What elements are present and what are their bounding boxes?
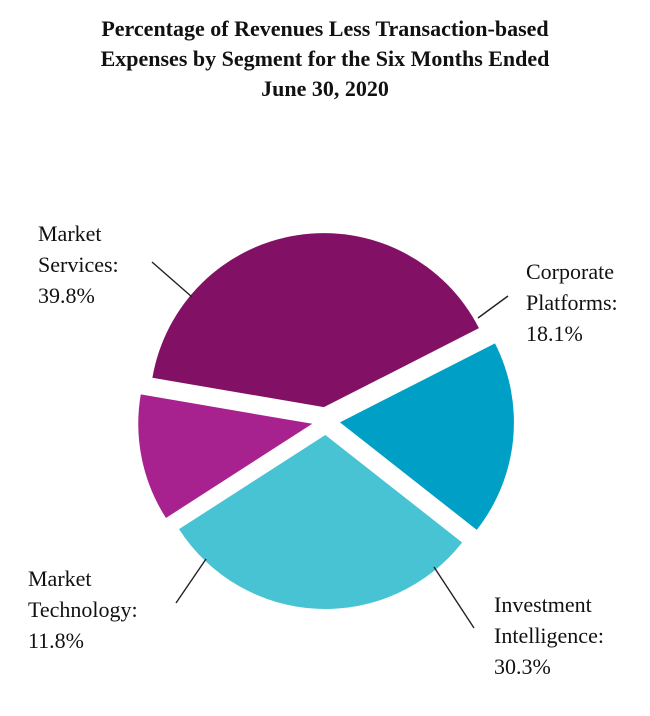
pie-slice-market-services bbox=[152, 233, 479, 408]
slice-label-line: Corporate bbox=[526, 259, 614, 284]
leader-line-investment-intelligence bbox=[433, 566, 475, 629]
slice-label-line: 39.8% bbox=[38, 283, 95, 308]
slice-label-market-services: Market Services: 39.8% bbox=[38, 221, 119, 308]
chart-title-line-3: June 30, 2020 bbox=[261, 76, 389, 101]
leader-lines bbox=[151, 261, 509, 629]
slice-label-line: Platforms: bbox=[526, 290, 618, 315]
leader-line-market-services bbox=[151, 261, 193, 298]
slice-label-market-technology: Market Technology: 11.8% bbox=[28, 566, 138, 653]
leader-line-market-technology bbox=[175, 558, 207, 604]
pie-slice-corporate-platforms bbox=[339, 343, 514, 530]
pie-slices bbox=[138, 233, 514, 609]
slice-label-line: 11.8% bbox=[28, 628, 84, 653]
slice-label-line: 30.3% bbox=[494, 654, 551, 679]
slice-labels: Corporate Platforms: 18.1% Investment Intell… bbox=[28, 221, 618, 679]
chart-title-line-1: Percentage of Revenues Less Transaction-… bbox=[101, 16, 549, 41]
chart-title: Percentage of Revenues Less Transaction-… bbox=[20, 14, 630, 104]
slice-label-line: Services: bbox=[38, 252, 119, 277]
pie-slice-market-technology bbox=[138, 394, 313, 518]
leader-line-corporate-platforms bbox=[477, 295, 509, 319]
pie-slice-investment-intelligence bbox=[179, 434, 463, 609]
slice-label-line: Intelligence: bbox=[494, 623, 604, 648]
slice-label-corporate-platforms: Corporate Platforms: 18.1% bbox=[526, 259, 618, 346]
slice-label-line: 18.1% bbox=[526, 321, 583, 346]
slice-label-line: Investment bbox=[494, 592, 592, 617]
slice-label-line: Market bbox=[28, 566, 92, 591]
slice-label-investment-intelligence: Investment Intelligence: 30.3% bbox=[494, 592, 604, 679]
chart-title-line-2: Expenses by Segment for the Six Months E… bbox=[100, 46, 550, 71]
slice-label-line: Technology: bbox=[28, 597, 138, 622]
slice-label-line: Market bbox=[38, 221, 102, 246]
